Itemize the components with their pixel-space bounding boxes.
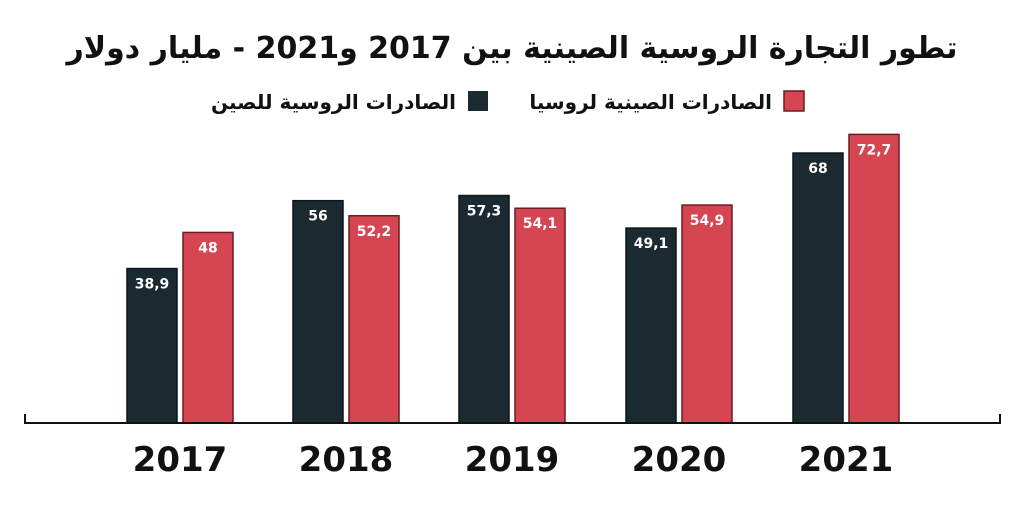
bar-russia-exports-2021 (792, 152, 844, 424)
legend-label-china-exports: الصادرات الصينية لروسيا (529, 90, 772, 114)
data-label-russia-exports-2020: 49,1 (634, 236, 669, 252)
legend-swatch-china-exports (783, 90, 805, 112)
data-label-russia-exports-2021: 68 (808, 161, 827, 177)
x-tick-label-2020: 2020 (632, 440, 727, 480)
x-tick-label-2021: 2021 (799, 440, 894, 480)
data-label-china-exports-2019: 54,1 (523, 216, 558, 232)
data-label-russia-exports-2017: 38,9 (135, 277, 170, 293)
legend-label-russia-exports: الصادرات الروسية للصين (211, 90, 456, 114)
bar-russia-exports-2018 (292, 199, 344, 424)
x-tick-label-2019: 2019 (465, 440, 560, 480)
bar-russia-exports-2019 (458, 194, 510, 424)
x-tick-label-2018: 2018 (299, 440, 394, 480)
bar-china-exports-2019 (514, 207, 566, 424)
data-label-china-exports-2021: 72,7 (857, 142, 892, 158)
legend-swatch-russia-exports (468, 91, 488, 111)
x-tick-label-2017: 2017 (133, 440, 228, 480)
legend: الصادرات الصينية لروسيا الصادرات الروسية… (211, 90, 805, 114)
data-label-russia-exports-2018: 56 (308, 209, 327, 225)
data-label-china-exports-2017: 48 (198, 240, 217, 256)
x-axis (24, 414, 1001, 424)
data-label-russia-exports-2019: 57,3 (467, 204, 502, 220)
data-label-china-exports-2020: 54,9 (690, 213, 725, 229)
chart-title: تطور التجارة الروسية الصينية بين 2017 و2… (65, 31, 958, 66)
bar-russia-exports-2017 (126, 267, 178, 424)
data-label-china-exports-2018: 52,2 (357, 224, 392, 240)
bar-china-exports-2020 (681, 204, 733, 424)
bar-china-exports-2021 (848, 133, 900, 424)
bar-russia-exports-2020 (625, 227, 677, 424)
bar-china-exports-2018 (348, 215, 400, 424)
bar-china-exports-2017 (182, 231, 234, 424)
